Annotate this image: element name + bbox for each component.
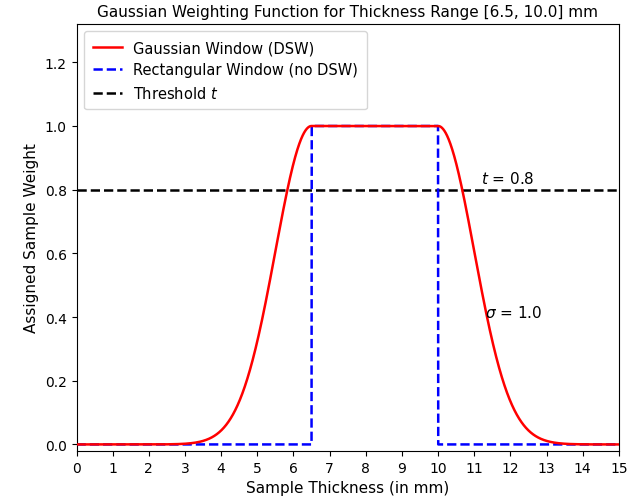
Text: $t$ = 0.8: $t$ = 0.8: [482, 171, 535, 187]
Text: $\sigma$ = 1.0: $\sigma$ = 1.0: [485, 305, 542, 321]
Legend: Gaussian Window (DSW), Rectangular Window (no DSW), Threshold $t$: Gaussian Window (DSW), Rectangular Windo…: [84, 33, 367, 110]
Y-axis label: Assigned Sample Weight: Assigned Sample Weight: [24, 143, 40, 333]
Title: Gaussian Weighting Function for Thickness Range [6.5, 10.0] mm: Gaussian Weighting Function for Thicknes…: [97, 5, 598, 20]
X-axis label: Sample Thickness (in mm): Sample Thickness (in mm): [246, 480, 449, 495]
